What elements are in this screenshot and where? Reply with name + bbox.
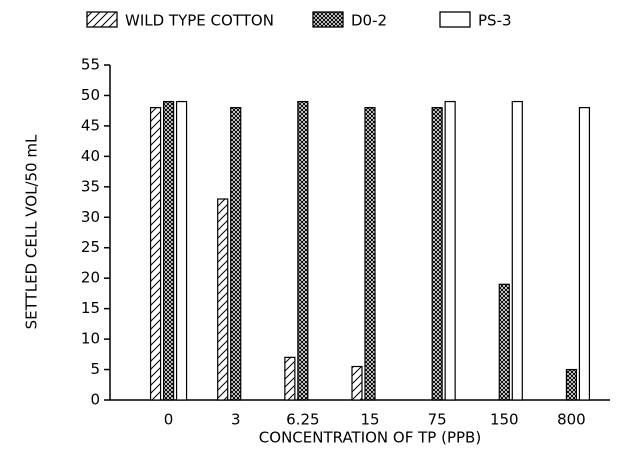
legend-label: PS-3 (478, 12, 512, 30)
x-tick-label: 0 (164, 411, 174, 429)
x-tick-label: 75 (428, 411, 447, 429)
y-tick-label: 10 (81, 330, 100, 348)
bar (217, 198, 229, 401)
y-tick-label: 30 (81, 208, 100, 226)
legend-swatch (312, 11, 344, 28)
bar (175, 100, 188, 401)
y-tick-label: 5 (90, 360, 100, 378)
bar (565, 368, 578, 401)
bar (578, 107, 591, 401)
legend-swatch (86, 11, 118, 28)
bar (230, 107, 242, 401)
legend-label: D0-2 (351, 12, 387, 30)
legend-label: WILD TYPE COTTON (125, 12, 274, 30)
bar (149, 107, 162, 401)
bar (162, 100, 175, 401)
y-axis-title: SETTLED CELL VOL/50 mL (23, 134, 41, 329)
x-tick-label: 15 (360, 411, 379, 429)
y-tick-label: 35 (81, 177, 100, 195)
x-tick-label: 150 (490, 411, 519, 429)
bar (511, 100, 523, 401)
x-tick-label: 6.25 (286, 411, 319, 429)
bar (351, 365, 363, 401)
y-tick-label: 0 (90, 391, 100, 409)
y-tick-label: 20 (81, 269, 100, 287)
legend-swatch (439, 11, 471, 28)
x-axis-title: CONCENTRATION OF TP (PPB) (259, 429, 481, 447)
y-tick-label: 50 (81, 86, 100, 104)
y-tick-label: 40 (81, 147, 100, 165)
y-tick-label: 55 (81, 56, 100, 74)
bar (284, 356, 296, 401)
bar (444, 100, 456, 401)
bar (364, 107, 376, 401)
bar (498, 283, 510, 401)
x-tick-label: 3 (231, 411, 241, 429)
y-tick-label: 25 (81, 238, 100, 256)
y-tick-label: 45 (81, 116, 100, 134)
bar (431, 107, 443, 401)
x-tick-label: 800 (557, 411, 586, 429)
bar (297, 100, 309, 401)
y-tick-label: 15 (81, 299, 100, 317)
